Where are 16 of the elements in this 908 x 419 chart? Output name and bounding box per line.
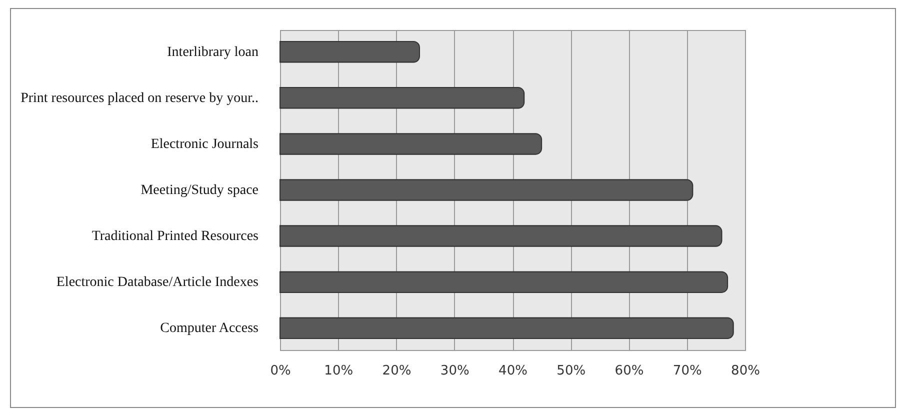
x-tick-label: 60%: [614, 364, 644, 378]
y-tick-label: Electronic Journals: [150, 136, 258, 152]
x-tick-label: 70%: [672, 364, 702, 378]
x-tick-label: 10%: [324, 364, 354, 378]
y-tick-label: Print resources placed on reserve by your..: [20, 90, 258, 106]
y-tick-label: Electronic Database/Article Indexes: [56, 275, 258, 290]
x-tick-label: 50%: [556, 364, 586, 378]
x-tick-label: 40%: [498, 364, 528, 378]
y-tick-label: Interlibrary loan: [167, 44, 258, 60]
x-tick-label: 80%: [731, 364, 760, 378]
y-tick-label: Meeting/Study space: [140, 183, 258, 198]
y-tick-label: Traditional Printed Resources: [92, 229, 258, 244]
x-tick-label: 20%: [382, 364, 412, 378]
x-tick-label: 0%: [270, 364, 291, 378]
x-tick-label: 30%: [440, 364, 470, 378]
y-tick-label: Computer Access: [160, 321, 258, 336]
